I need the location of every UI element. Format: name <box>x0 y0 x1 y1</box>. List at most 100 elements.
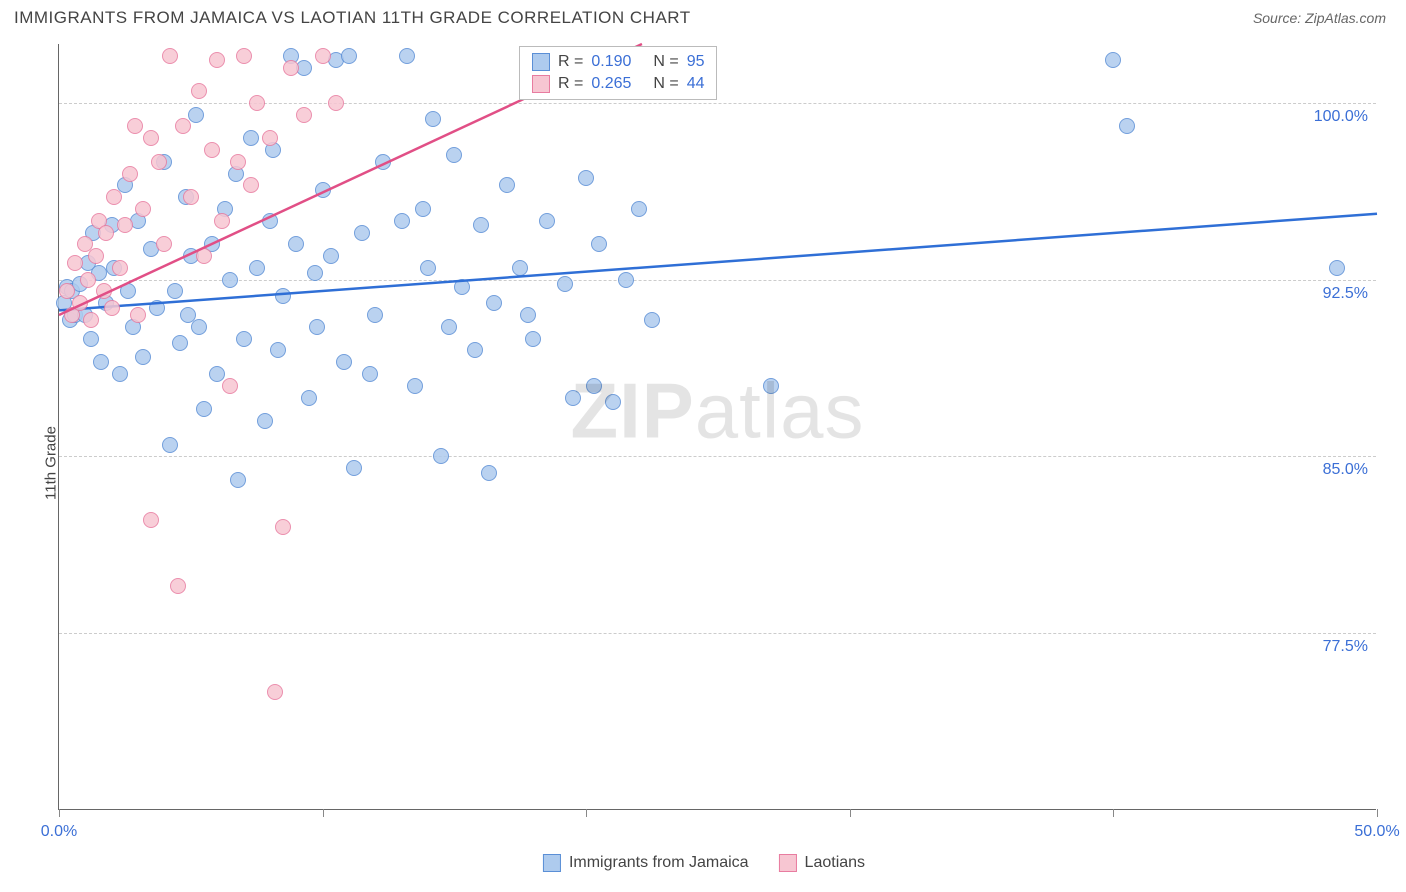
scatter-point <box>204 142 220 158</box>
scatter-point <box>106 189 122 205</box>
scatter-point <box>415 201 431 217</box>
scatter-point <box>520 307 536 323</box>
r-value: 0.265 <box>591 75 645 93</box>
scatter-point <box>156 236 172 252</box>
r-value: 0.190 <box>591 53 645 71</box>
scatter-point <box>183 189 199 205</box>
scatter-point <box>763 378 779 394</box>
legend-swatch <box>779 854 797 872</box>
n-label: N = <box>653 75 678 93</box>
scatter-point <box>262 130 278 146</box>
scatter-point <box>586 378 602 394</box>
x-tick-label: 0.0% <box>41 823 77 841</box>
scatter-point <box>270 342 286 358</box>
chart-title: IMMIGRANTS FROM JAMAICA VS LAOTIAN 11TH … <box>14 8 691 28</box>
legend-label: Laotians <box>805 854 866 872</box>
scatter-point <box>481 465 497 481</box>
scatter-point <box>644 312 660 328</box>
scatter-point <box>196 401 212 417</box>
scatter-point <box>143 512 159 528</box>
scatter-point <box>143 130 159 146</box>
scatter-point <box>323 248 339 264</box>
legend-swatch <box>532 75 550 93</box>
scatter-point <box>557 276 573 292</box>
scatter-point <box>315 48 331 64</box>
scatter-point <box>315 182 331 198</box>
legend-bottom: Immigrants from Jamaica Laotians <box>543 854 865 872</box>
scatter-point <box>407 378 423 394</box>
scatter-point <box>262 213 278 229</box>
grid-line <box>59 633 1376 634</box>
scatter-point <box>467 342 483 358</box>
scatter-point <box>441 319 457 335</box>
scatter-point <box>67 255 83 271</box>
n-label: N = <box>653 53 678 71</box>
scatter-point <box>275 288 291 304</box>
x-tick <box>586 809 587 817</box>
n-value: 95 <box>687 53 705 71</box>
scatter-point <box>214 213 230 229</box>
scatter-point <box>98 225 114 241</box>
scatter-point <box>135 349 151 365</box>
legend-stat-row: R = 0.265 N = 44 <box>532 73 704 95</box>
x-tick <box>850 809 851 817</box>
legend-item: Immigrants from Jamaica <box>543 854 749 872</box>
scatter-point <box>341 48 357 64</box>
scatter-point <box>122 166 138 182</box>
n-value: 44 <box>687 75 705 93</box>
legend-top: R = 0.190 N = 95 R = 0.265 N = 44 <box>519 46 717 100</box>
scatter-point <box>257 413 273 429</box>
trend-line <box>59 44 1377 810</box>
r-label: R = <box>558 75 583 93</box>
scatter-point <box>591 236 607 252</box>
scatter-point <box>473 217 489 233</box>
scatter-point <box>236 331 252 347</box>
scatter-point <box>88 248 104 264</box>
scatter-point <box>209 52 225 68</box>
scatter-point <box>307 265 323 281</box>
scatter-point <box>539 213 555 229</box>
scatter-point <box>96 283 112 299</box>
scatter-point <box>565 390 581 406</box>
scatter-point <box>267 684 283 700</box>
scatter-point <box>172 335 188 351</box>
scatter-point <box>59 283 75 299</box>
scatter-point <box>188 107 204 123</box>
scatter-point <box>394 213 410 229</box>
scatter-point <box>1119 118 1135 134</box>
scatter-point <box>631 201 647 217</box>
scatter-point <box>191 83 207 99</box>
scatter-point <box>375 154 391 170</box>
scatter-point <box>83 331 99 347</box>
scatter-point <box>309 319 325 335</box>
scatter-point <box>499 177 515 193</box>
y-axis-label: 11th Grade <box>42 426 59 500</box>
scatter-point <box>112 366 128 382</box>
scatter-point <box>230 154 246 170</box>
y-tick-label: 77.5% <box>1323 638 1368 656</box>
x-tick-label: 50.0% <box>1354 823 1399 841</box>
scatter-point <box>249 260 265 276</box>
scatter-point <box>420 260 436 276</box>
scatter-point <box>578 170 594 186</box>
scatter-point <box>336 354 352 370</box>
scatter-point <box>135 201 151 217</box>
trend-line <box>59 44 1377 810</box>
scatter-point <box>425 111 441 127</box>
scatter-point <box>486 295 502 311</box>
legend-swatch <box>543 854 561 872</box>
legend-label: Immigrants from Jamaica <box>569 854 749 872</box>
scatter-point <box>243 130 259 146</box>
scatter-point <box>525 331 541 347</box>
scatter-point <box>120 283 136 299</box>
scatter-point <box>1329 260 1345 276</box>
scatter-point <box>151 154 167 170</box>
scatter-point <box>243 177 259 193</box>
scatter-point <box>104 300 120 316</box>
x-tick <box>1377 809 1378 817</box>
scatter-point <box>346 460 362 476</box>
scatter-point <box>196 248 212 264</box>
scatter-point <box>454 279 470 295</box>
scatter-point <box>162 48 178 64</box>
scatter-point <box>83 312 99 328</box>
